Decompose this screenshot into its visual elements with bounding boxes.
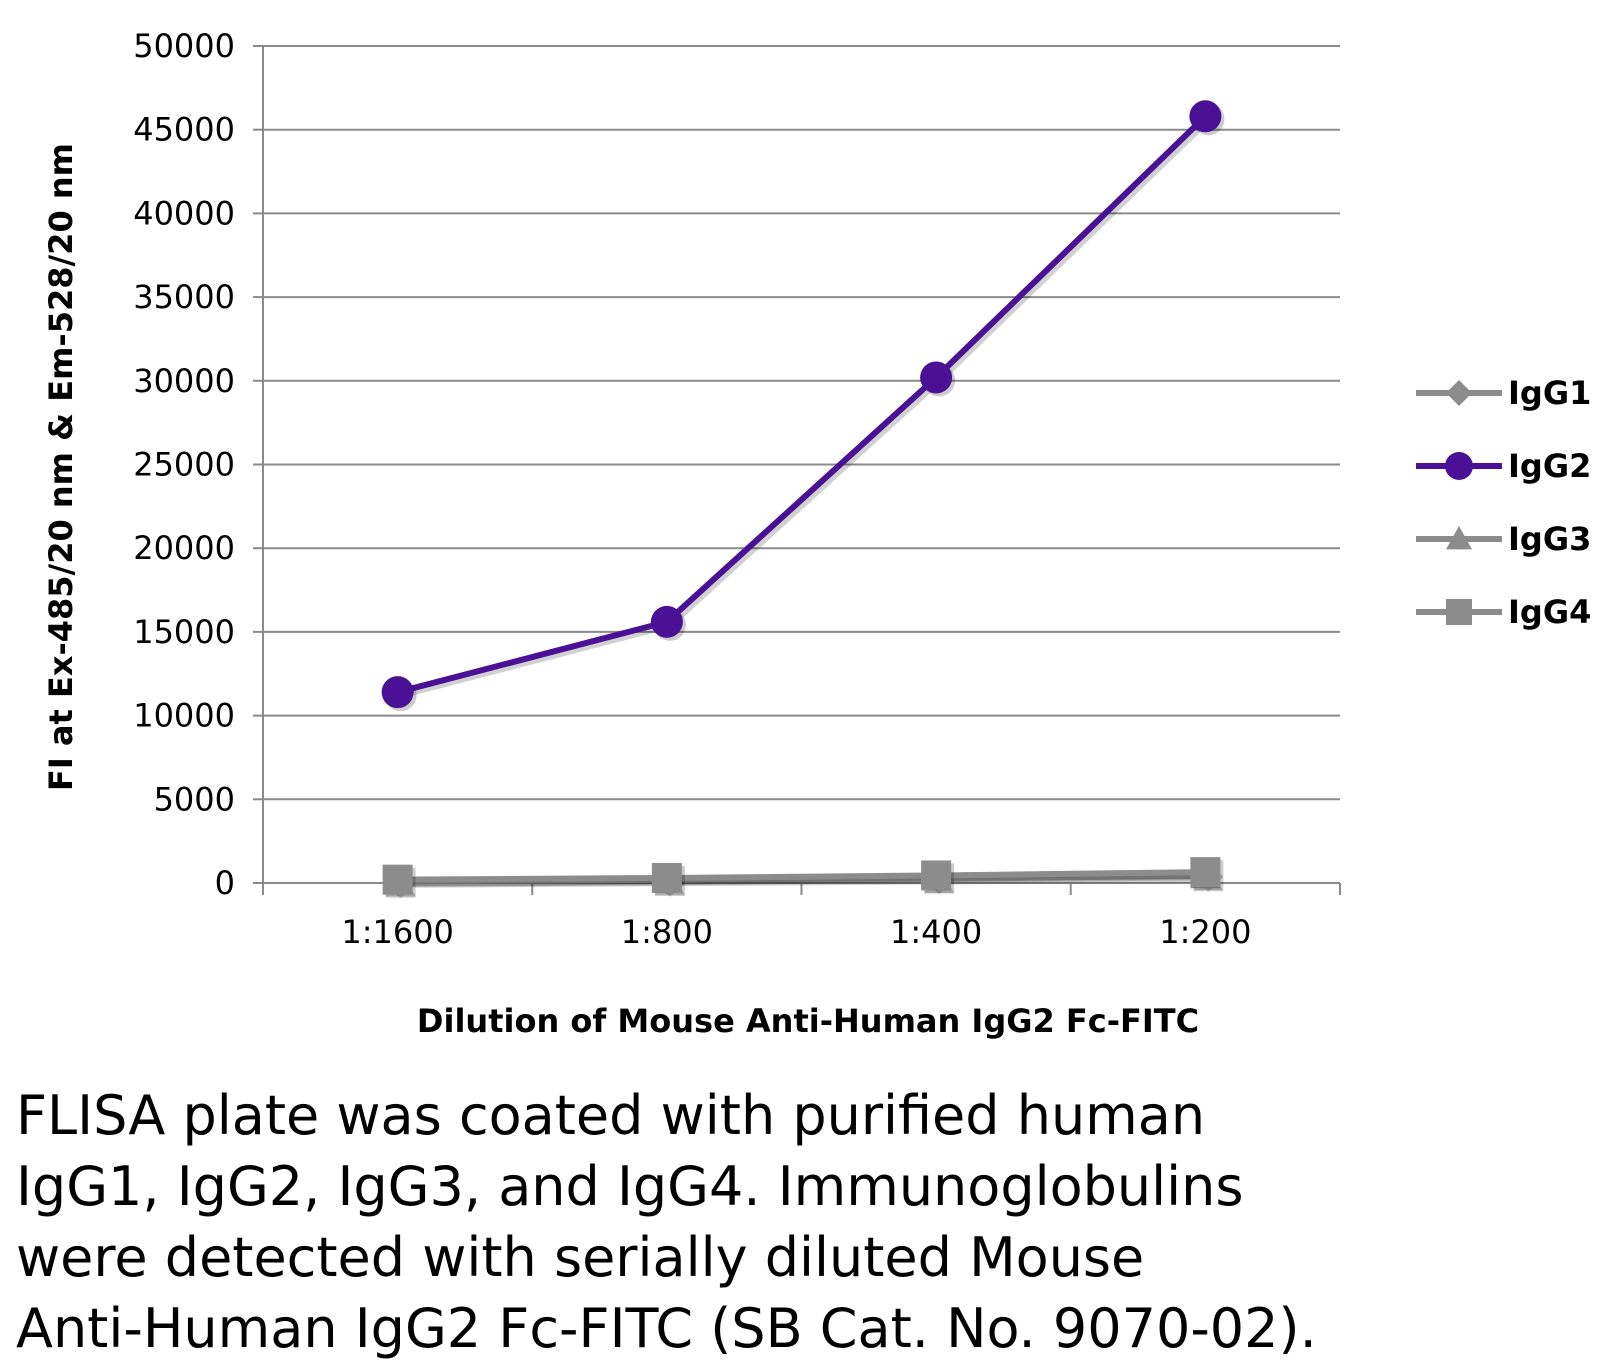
x-tick-label: 1:800 bbox=[621, 913, 713, 951]
legend: IgG1 IgG2 IgG3 IgG4 bbox=[1416, 374, 1591, 631]
legend-marker bbox=[1446, 526, 1472, 550]
legend-item-IgG3: IgG3 bbox=[1416, 520, 1591, 558]
legend-item-IgG4: IgG4 bbox=[1416, 593, 1591, 631]
y-tick-label: 40000 bbox=[133, 194, 235, 232]
gridlines bbox=[263, 45, 1340, 801]
series-IgG4 bbox=[382, 857, 1224, 898]
y-tick-labels: 0 5000 10000 15000 20000 25000 30000 35000 40000… bbox=[133, 27, 235, 902]
data-point-IgG2 bbox=[920, 361, 953, 394]
series-IgG2 bbox=[381, 100, 1225, 712]
legend-label: IgG1 bbox=[1508, 374, 1591, 412]
x-tick-labels: 1:1600 1:800 1:400 1:200 bbox=[341, 913, 1251, 951]
y-tick-label: 15000 bbox=[133, 613, 235, 651]
series-line bbox=[394, 113, 1209, 696]
legend-marker bbox=[1445, 452, 1473, 480]
y-tick-label: 45000 bbox=[133, 111, 235, 149]
data-point-IgG2 bbox=[650, 605, 683, 638]
y-tick-label: 0 bbox=[215, 864, 235, 902]
data-point-IgG4 bbox=[921, 860, 952, 891]
data-point-IgG2 bbox=[1189, 100, 1222, 133]
x-axis-label: Dilution of Mouse Anti-Human IgG2 Fc-FIT… bbox=[417, 1002, 1199, 1040]
y-tick-label: 10000 bbox=[133, 697, 235, 735]
y-tick-label: 30000 bbox=[133, 362, 235, 400]
series-line bbox=[394, 869, 1209, 883]
series bbox=[381, 100, 1225, 899]
y-tick-label: 35000 bbox=[133, 278, 235, 316]
series-shadow bbox=[399, 116, 1211, 699]
legend-label: IgG3 bbox=[1508, 520, 1591, 558]
x-tick-label: 1:200 bbox=[1159, 913, 1251, 951]
data-point-IgG4 bbox=[1190, 857, 1221, 888]
x-tick-label: 1:1600 bbox=[341, 913, 454, 951]
legend-marker bbox=[1446, 599, 1472, 625]
legend-marker bbox=[1446, 380, 1472, 406]
y-axis-label: FI at Ex-485/20 nm & Em-528/20 nm bbox=[42, 143, 80, 791]
chart: 0 5000 10000 15000 20000 25000 30000 35000 40000… bbox=[42, 27, 1591, 1040]
x-tick-label: 1:400 bbox=[890, 913, 982, 951]
data-point-IgG4 bbox=[651, 862, 682, 893]
series-shadow bbox=[400, 871, 1209, 887]
legend-label: IgG4 bbox=[1508, 593, 1591, 631]
axes bbox=[253, 45, 1341, 895]
y-tick-label: 20000 bbox=[133, 529, 235, 567]
y-tick-label: 25000 bbox=[133, 446, 235, 484]
series-shadow bbox=[400, 875, 1209, 888]
data-point-IgG2 bbox=[381, 676, 414, 709]
data-point-IgG4 bbox=[382, 864, 413, 895]
figure-caption: FLISA plate was coated with purified hum… bbox=[16, 1084, 1317, 1360]
legend-item-IgG1: IgG1 bbox=[1416, 374, 1591, 412]
legend-item-IgG2: IgG2 bbox=[1416, 447, 1591, 485]
y-tick-label: 5000 bbox=[154, 780, 235, 818]
y-tick-label: 50000 bbox=[133, 27, 235, 65]
legend-label: IgG2 bbox=[1508, 447, 1591, 485]
